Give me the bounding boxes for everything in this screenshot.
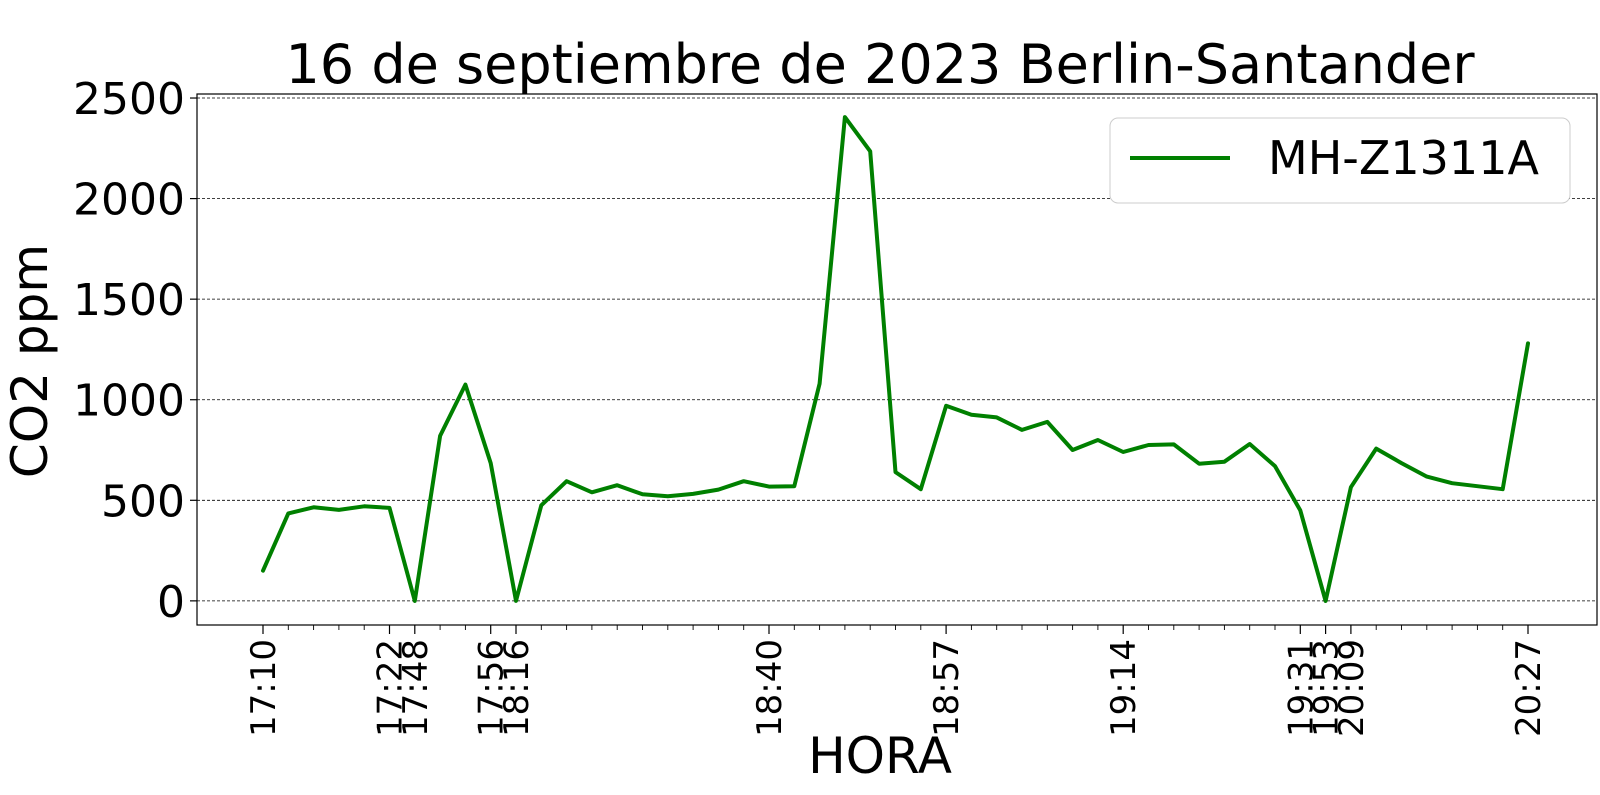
y-tick-label-1000: 1000 — [73, 376, 185, 427]
x-tick-label-19-14: 19:14 — [1104, 639, 1144, 737]
x-tick-label-19-53: 19:53 — [1307, 639, 1347, 737]
y-tick-label-0: 0 — [157, 577, 185, 628]
x-tick-label-17-22: 17:22 — [371, 639, 411, 737]
x-tick-label-17-48: 17:48 — [396, 639, 436, 737]
x-tick-label-18-40: 18:40 — [750, 639, 790, 737]
y-tick-label-1500: 1500 — [73, 275, 185, 326]
x-tick-label-19-31: 19:31 — [1281, 639, 1321, 737]
x-tick-label-17-10: 17:10 — [244, 639, 284, 737]
series-line-mh-z1311a — [261, 115, 1530, 603]
y-tick-label-2000: 2000 — [73, 175, 185, 226]
plot-area-frame — [196, 93, 1598, 626]
x-tick-label-18-16: 18:16 — [497, 639, 537, 737]
chart-title: 16 de septiembre de 2023 Berlin-Santande… — [285, 33, 1475, 96]
y-tick-label-500: 500 — [101, 476, 185, 527]
y-tick-label-2500: 2500 — [73, 74, 185, 125]
legend-label-mh-z1311a: MH-Z1311A — [1268, 131, 1539, 185]
x-axis-label: HORA — [808, 727, 952, 785]
x-tick-label-17-56: 17:56 — [472, 639, 512, 737]
y-ticks: 0 500 1000 1500 2000 2500 — [73, 74, 197, 628]
x-tick-label-20-09: 20:09 — [1332, 639, 1372, 737]
y-axis-label: CO2 ppm — [1, 244, 59, 478]
legend: MH-Z1311A — [1109, 117, 1571, 204]
x-tick-label-18-57: 18:57 — [927, 639, 967, 737]
legend-box — [1109, 117, 1571, 204]
series-lines — [261, 115, 1530, 603]
x-tick-label-20-27: 20:27 — [1509, 639, 1549, 737]
